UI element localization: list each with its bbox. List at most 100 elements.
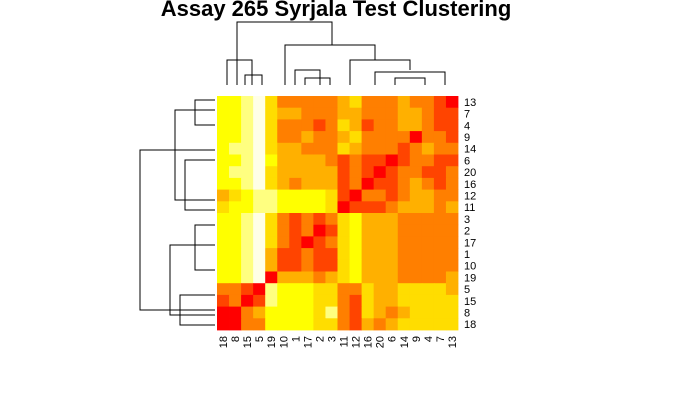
heatmap-cell	[229, 294, 242, 307]
heatmap-cell	[421, 213, 435, 226]
heatmap-cell	[277, 142, 290, 155]
heatmap-cell	[313, 224, 326, 237]
heatmap-cell	[337, 318, 350, 331]
heatmap-cell	[373, 119, 387, 132]
heatmap-cell	[397, 154, 411, 167]
heatmap-cell	[361, 224, 375, 237]
heatmap-cell	[229, 131, 242, 144]
heatmap-cell	[373, 166, 387, 179]
heatmap-cell	[217, 201, 230, 214]
heatmap-cell	[421, 236, 435, 249]
heatmap-cell	[337, 248, 350, 261]
heatmap-cell	[313, 166, 326, 179]
heatmap-cell	[409, 189, 423, 202]
heatmap-cell	[337, 283, 350, 296]
heatmap-cell	[265, 107, 278, 120]
heatmap-cell	[337, 259, 350, 272]
heatmap-cell	[229, 271, 242, 284]
heatmap-cell	[241, 318, 254, 331]
heatmap-cell	[349, 224, 362, 237]
heatmap-cell	[301, 248, 314, 261]
heatmap-cell	[217, 318, 230, 331]
heatmap-cell	[265, 131, 278, 144]
heatmap-cell	[361, 107, 375, 120]
heatmap-cell	[217, 177, 230, 190]
heatmap-cell	[337, 119, 350, 132]
heatmap-cell	[253, 318, 266, 331]
heatmap-cell	[445, 213, 459, 226]
heatmap-cell	[397, 131, 411, 144]
heatmap-cell	[277, 248, 290, 261]
heatmap-cell	[337, 306, 350, 319]
heatmap-cell	[325, 201, 338, 214]
heatmap-cell	[277, 166, 290, 179]
heatmap-cell	[325, 248, 338, 261]
heatmap-cell	[241, 107, 254, 120]
heatmap-cell	[217, 259, 230, 272]
heatmap-cell	[229, 306, 242, 319]
heatmap-cell	[289, 213, 302, 226]
heatmap-cell	[229, 283, 242, 296]
heatmap-cell	[289, 166, 302, 179]
heatmap-cell	[217, 283, 230, 296]
heatmap-cell	[277, 177, 290, 190]
heatmap-cell	[385, 213, 399, 226]
heatmap-cell	[421, 107, 435, 120]
heatmap-cells	[217, 96, 459, 331]
heatmap-cell	[325, 142, 338, 155]
heatmap-cell	[265, 236, 278, 249]
heatmap-cell	[433, 189, 447, 202]
heatmap-cell	[325, 213, 338, 226]
heatmap-cell	[301, 213, 314, 226]
heatmap-cell	[253, 142, 266, 155]
heatmap-cell	[421, 201, 435, 214]
heatmap-cell	[433, 248, 447, 261]
heatmap-cell	[385, 318, 399, 331]
heatmap-cell	[421, 318, 435, 331]
heatmap-cell	[313, 131, 326, 144]
heatmap-cell	[421, 119, 435, 132]
heatmap-cell	[301, 283, 314, 296]
heatmap-cell	[445, 248, 459, 261]
heatmap-cell	[361, 318, 375, 331]
heatmap-cell	[397, 189, 411, 202]
row-dendro-lower-b	[179, 294, 215, 326]
heatmap-cell	[349, 294, 362, 307]
col-dendro-root	[236, 21, 333, 85]
heatmap-cell	[289, 119, 302, 132]
heatmap-cell	[325, 96, 338, 109]
heatmap-cell	[409, 236, 423, 249]
heatmap-cell	[349, 166, 362, 179]
heatmap-cell	[385, 189, 399, 202]
heatmap-cell	[253, 201, 266, 214]
row-label: 20	[464, 167, 476, 179]
heatmap-cell	[241, 189, 254, 202]
heatmap-cell	[409, 306, 423, 319]
column-label: 16	[363, 336, 375, 348]
heatmap-cell	[241, 294, 254, 307]
heatmap-cell	[445, 318, 459, 331]
heatmap-cell	[313, 119, 326, 132]
heatmap-cell	[397, 248, 411, 261]
heatmap-cell	[289, 142, 302, 155]
heatmap-cell	[433, 318, 447, 331]
heatmap-cell	[289, 96, 302, 109]
heatmap-cell	[229, 154, 242, 167]
heatmap-cell	[349, 248, 362, 261]
col-dendro-right-a	[349, 59, 411, 85]
heatmap-cell	[349, 213, 362, 226]
heatmap-cell	[421, 177, 435, 190]
heatmap-cell	[433, 166, 447, 179]
heatmap-cell	[265, 96, 278, 109]
heatmap-cell	[217, 248, 230, 261]
heatmap-cell	[337, 271, 350, 284]
heatmap-cell	[337, 96, 350, 109]
heatmap-cell	[409, 259, 423, 272]
heatmap-cell	[217, 142, 230, 155]
column-label: 5	[254, 336, 266, 342]
heatmap-cell	[373, 248, 387, 261]
heatmap-cell	[253, 271, 266, 284]
column-label: 2	[314, 336, 326, 342]
